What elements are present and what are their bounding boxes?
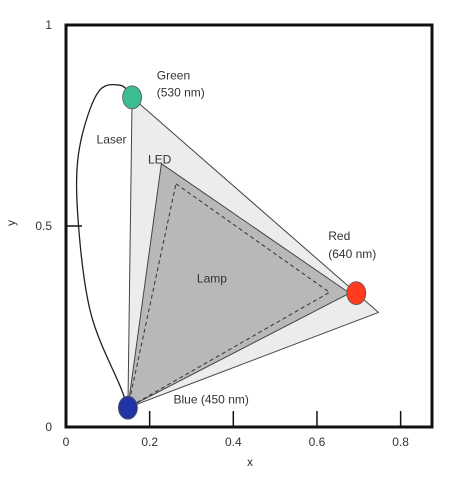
gamut-label-led: LED <box>148 153 172 167</box>
primary-marker-red <box>346 281 367 306</box>
gamut-triangles-layer <box>127 96 379 409</box>
y-axis-label: y <box>4 220 18 226</box>
axis-ticks-layer: 0 0.2 0.4 0.6 0.8 0 0.5 1 <box>35 18 409 449</box>
x-axis-label: x <box>247 455 253 469</box>
primary-label-blue: Blue (450 nm) <box>173 393 248 407</box>
y-tick-label: 0.5 <box>35 219 52 233</box>
y-tick-label: 1 <box>45 18 52 32</box>
primary-marker-blue <box>118 395 138 420</box>
primary-wavelength-red: (640 nm) <box>328 247 376 261</box>
spectral-locus-curve <box>75 83 133 408</box>
x-tick-label: 0.8 <box>392 435 409 449</box>
x-tick-label: 0.4 <box>225 435 242 449</box>
primary-marker-green <box>122 85 142 110</box>
gamut-led <box>127 163 351 409</box>
spectral-locus-layer <box>75 83 133 408</box>
x-tick-label: 0.2 <box>141 435 158 449</box>
gamut-lamp <box>127 183 331 409</box>
labels-layer: x y Laser LED Lamp Green (530 nm) Red (640 nm) Bl… <box>4 68 376 469</box>
x-tick-label: 0 <box>63 435 70 449</box>
primary-name-red: Red <box>328 229 350 243</box>
primary-name-green: Green <box>157 68 190 82</box>
primary-wavelength-green: (530 nm) <box>157 85 205 99</box>
gamut-label-lamp: Lamp <box>197 271 227 285</box>
y-tick-label: 0 <box>45 420 52 434</box>
primary-markers-layer <box>118 85 367 420</box>
x-tick-label: 0.6 <box>309 435 326 449</box>
gamut-label-laser: Laser <box>97 133 127 147</box>
